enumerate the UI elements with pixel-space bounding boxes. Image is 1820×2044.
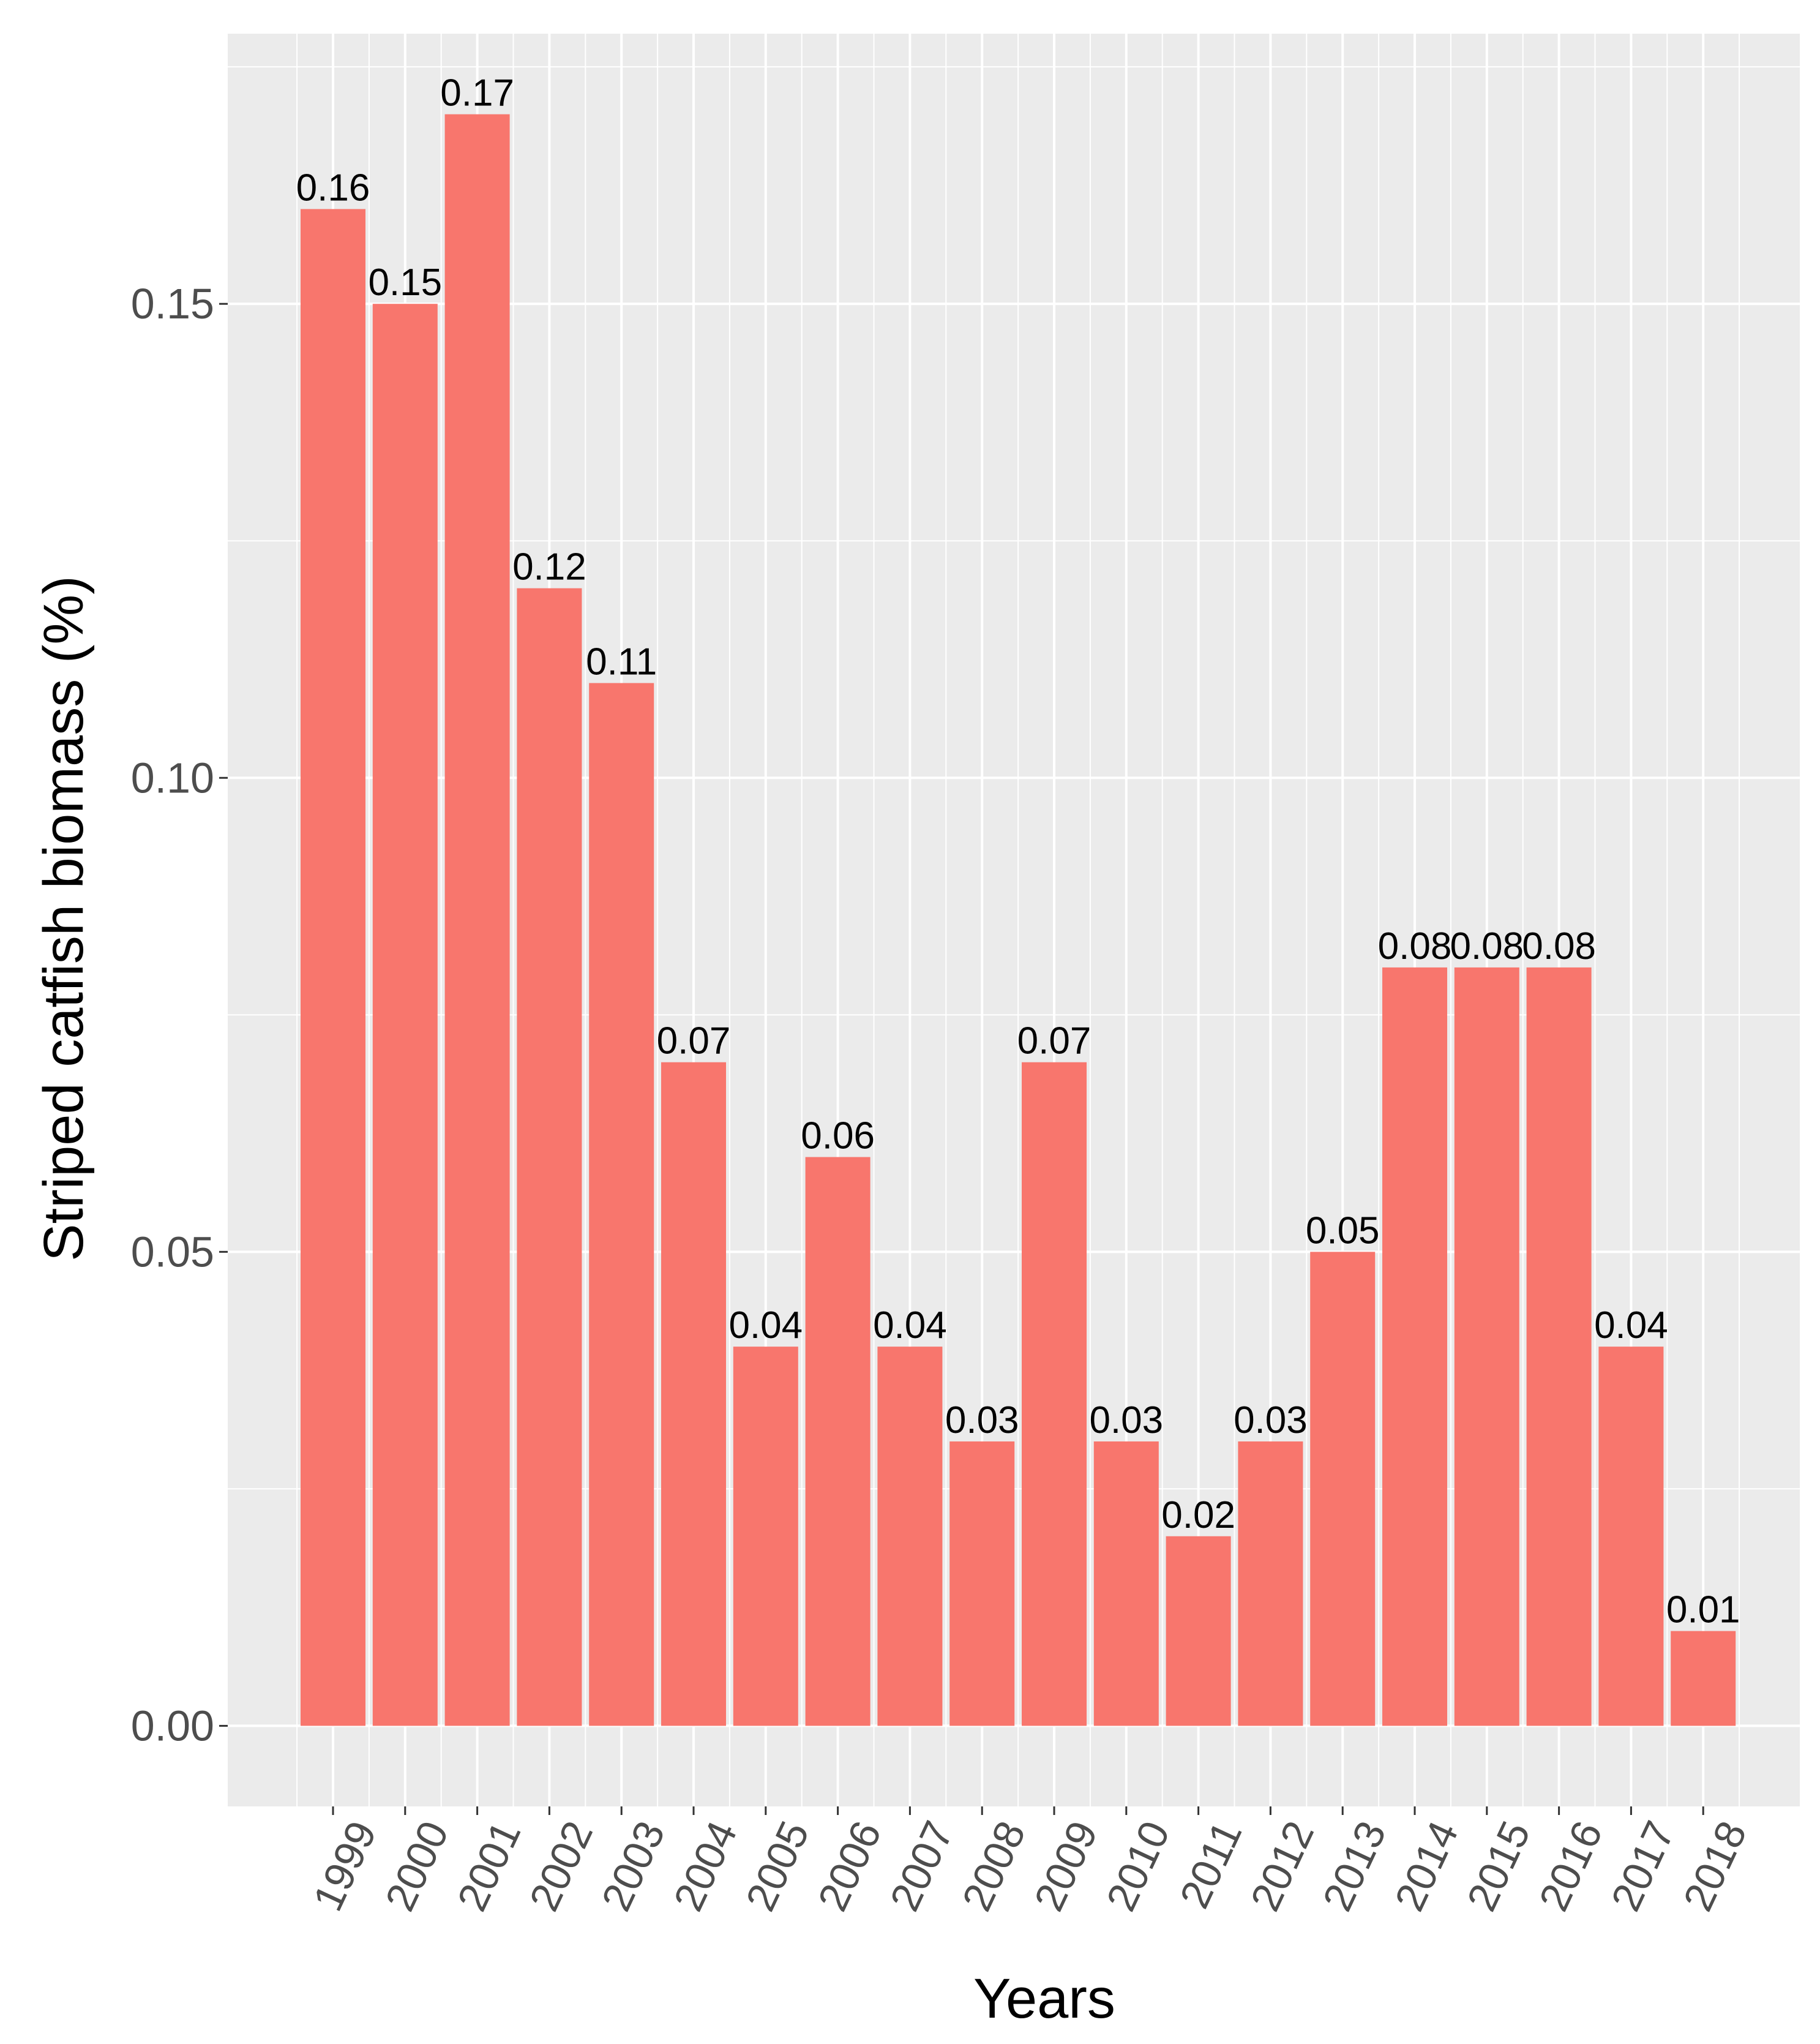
data-label-2004: 0.07 bbox=[657, 1020, 731, 1062]
y-axis: 0.00 0.05 0.10 0.15 bbox=[131, 280, 228, 1749]
data-label-2006: 0.06 bbox=[801, 1115, 875, 1157]
data-label-2015: 0.08 bbox=[1450, 925, 1524, 968]
data-label-2003: 0.11 bbox=[586, 641, 657, 683]
bar-2001 bbox=[444, 114, 510, 1726]
bar-2011 bbox=[1166, 1536, 1231, 1726]
bar-2014 bbox=[1382, 967, 1448, 1726]
bar-2010 bbox=[1093, 1441, 1159, 1726]
data-label-2011: 0.02 bbox=[1161, 1494, 1235, 1536]
data-label-2001: 0.17 bbox=[440, 72, 514, 115]
bar-2013 bbox=[1310, 1252, 1376, 1726]
data-label-2010: 0.03 bbox=[1089, 1399, 1163, 1441]
data-label-2012: 0.03 bbox=[1234, 1399, 1308, 1441]
y-tick-label: 0.10 bbox=[131, 754, 214, 802]
data-label-2014: 0.08 bbox=[1378, 925, 1452, 968]
bar-2016 bbox=[1526, 967, 1592, 1726]
data-label-1999: 0.16 bbox=[296, 167, 370, 209]
data-label-2007: 0.04 bbox=[873, 1304, 947, 1347]
bar-1999 bbox=[300, 209, 366, 1726]
data-label-2002: 0.12 bbox=[512, 546, 586, 588]
data-label-2008: 0.03 bbox=[945, 1399, 1019, 1441]
data-label-2017: 0.04 bbox=[1594, 1304, 1668, 1347]
y-tick-label: 0.00 bbox=[131, 1702, 214, 1749]
data-label-2005: 0.04 bbox=[728, 1304, 803, 1347]
data-label-2013: 0.05 bbox=[1306, 1209, 1380, 1252]
bar-2002 bbox=[517, 588, 582, 1726]
bar-2005 bbox=[733, 1347, 798, 1726]
bar-2008 bbox=[949, 1441, 1015, 1726]
bar-2018 bbox=[1671, 1631, 1736, 1726]
bars bbox=[300, 114, 1736, 1726]
data-label-2009: 0.07 bbox=[1017, 1020, 1092, 1062]
bar-2000 bbox=[372, 304, 438, 1726]
bar-2006 bbox=[805, 1157, 871, 1726]
bar-2009 bbox=[1021, 1062, 1087, 1726]
y-tick-label: 0.05 bbox=[131, 1228, 214, 1276]
y-tick-label: 0.15 bbox=[131, 280, 214, 328]
bar-2017 bbox=[1598, 1347, 1664, 1726]
y-axis-title: Striped catfish biomass (%) bbox=[32, 576, 95, 1261]
bar-2007 bbox=[877, 1347, 943, 1726]
bar-2015 bbox=[1454, 967, 1519, 1726]
bar-2012 bbox=[1238, 1441, 1303, 1726]
data-label-2000: 0.15 bbox=[368, 261, 442, 304]
x-axis-title: Years bbox=[973, 1967, 1115, 2030]
bar-2004 bbox=[661, 1062, 727, 1726]
bar-2003 bbox=[589, 683, 654, 1726]
data-label-2018: 0.01 bbox=[1666, 1589, 1740, 1631]
data-label-2016: 0.08 bbox=[1522, 925, 1596, 968]
data-labels: 0.16 0.15 0.17 0.12 0.11 0.07 0.04 0.06 0.04 0.03… bbox=[296, 72, 1740, 1631]
